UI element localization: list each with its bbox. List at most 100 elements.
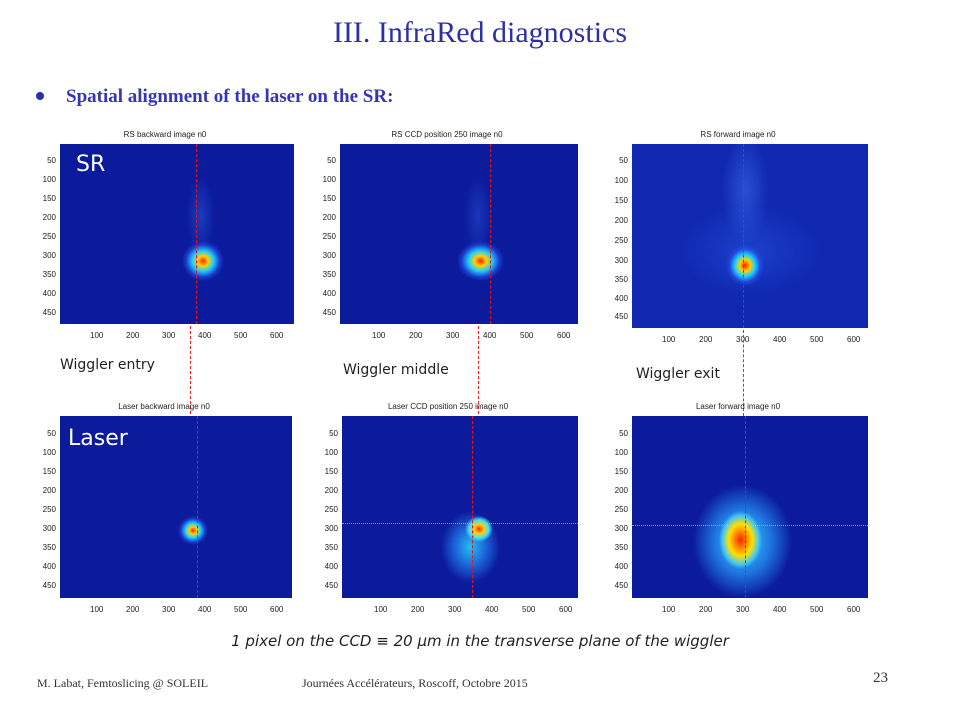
caption-wiggler-entry: Wiggler entry	[60, 357, 155, 373]
y-tick: 250	[614, 505, 628, 514]
x-tick: 100	[374, 605, 388, 614]
y-tick: 350	[42, 270, 56, 279]
sr-exit-panel: RS forward image n0 50 100 150 200 250 3…	[608, 130, 868, 344]
x-tick: 300	[446, 331, 460, 340]
x-tick: 300	[162, 605, 176, 614]
panel-title: Laser backward image n0	[118, 402, 210, 411]
laser-middle-panel: Laser CCD position 250 image n0 50 100 1…	[318, 402, 578, 614]
sr-entry-panel: RS backward image n0 SR 50 100 150 200 2…	[36, 130, 294, 340]
row-label-sr: SR	[76, 152, 106, 177]
y-tick: 200	[614, 486, 628, 495]
x-tick: 100	[90, 605, 104, 614]
y-tick: 150	[322, 194, 336, 203]
y-tick: 250	[614, 236, 628, 245]
beam-spot	[726, 245, 765, 286]
x-tick: 200	[126, 605, 140, 614]
beam-spot	[181, 241, 224, 281]
y-tick: 350	[42, 543, 56, 552]
x-tick: 100	[662, 335, 676, 344]
page-number: 23	[873, 670, 888, 686]
y-tick: 350	[324, 543, 338, 552]
alignment-line	[742, 144, 744, 328]
y-tick: 350	[614, 543, 628, 552]
alignment-line-connector	[190, 326, 191, 414]
footer-author: M. Labat, Femtoslicing @ SOLEIL	[37, 676, 209, 690]
x-tick: 600	[557, 331, 571, 340]
x-tick: 500	[234, 605, 248, 614]
laser-exit-panel: Laser forward image n0 50 100 150 200 25…	[608, 402, 868, 614]
reference-line	[632, 525, 868, 527]
row-label-laser: Laser	[68, 426, 128, 451]
y-tick: 400	[322, 289, 336, 298]
x-tick: 100	[662, 605, 676, 614]
x-tick: 400	[198, 331, 212, 340]
y-tick: 100	[42, 175, 56, 184]
y-tick: 300	[614, 256, 628, 265]
footer-event: Journées Accélérateurs, Roscoff, Octobre…	[302, 676, 528, 690]
x-tick: 600	[559, 605, 573, 614]
y-tick: 200	[324, 486, 338, 495]
y-tick: 200	[42, 486, 56, 495]
x-tick: 200	[409, 331, 423, 340]
y-tick: 200	[322, 213, 336, 222]
alignment-line-connector	[743, 330, 744, 416]
y-tick: 150	[42, 467, 56, 476]
y-tick: 150	[614, 467, 628, 476]
y-tick: 200	[42, 213, 56, 222]
x-tick: 200	[699, 605, 713, 614]
caption-wiggler-middle: Wiggler middle	[343, 362, 449, 378]
y-tick: 250	[42, 232, 56, 241]
bullet-point	[36, 92, 44, 100]
y-tick: 450	[42, 581, 56, 590]
y-tick: 100	[614, 448, 628, 457]
sr-entry-image: SR	[60, 144, 294, 324]
y-tick: 350	[614, 275, 628, 284]
y-tick: 400	[42, 289, 56, 298]
panel-title: RS CCD position 250 image n0	[391, 130, 503, 139]
y-tick: 300	[614, 524, 628, 533]
y-tick: 150	[324, 467, 338, 476]
x-tick: 100	[90, 331, 104, 340]
y-tick: 250	[42, 505, 56, 514]
sr-middle-panel: RS CCD position 250 image n0 50 100 150 …	[316, 130, 578, 340]
x-tick: 300	[162, 331, 176, 340]
y-tick: 300	[42, 251, 56, 260]
y-tick: 400	[324, 562, 338, 571]
panel-title: Laser CCD position 250 image n0	[387, 402, 509, 411]
beam-spot	[456, 241, 505, 281]
x-tick: 400	[483, 331, 497, 340]
y-tick: 300	[42, 524, 56, 533]
x-tick: 500	[810, 335, 824, 344]
alignment-line-connector	[478, 326, 479, 414]
panel-title: Laser forward image n0	[695, 402, 781, 411]
alignment-line	[489, 144, 491, 324]
y-tick: 50	[327, 156, 336, 165]
y-tick: 450	[614, 312, 628, 321]
y-tick: 450	[324, 581, 338, 590]
x-tick: 300	[736, 335, 750, 344]
alignment-line	[195, 144, 197, 324]
x-tick: 200	[411, 605, 425, 614]
x-tick: 500	[810, 605, 824, 614]
y-tick: 100	[324, 448, 338, 457]
y-tick: 300	[324, 524, 338, 533]
ccd-pixel-footnote: 1 pixel on the CCD ≡ 20 µm in the transv…	[231, 632, 729, 650]
laser-middle-image	[342, 416, 578, 598]
y-tick: 50	[329, 429, 338, 438]
slide-title: III. InfraRed diagnostics	[332, 16, 628, 49]
x-tick: 400	[773, 605, 787, 614]
y-tick: 50	[47, 156, 56, 165]
alignment-line	[471, 416, 473, 598]
y-tick: 100	[614, 176, 628, 185]
y-tick: 350	[322, 270, 336, 279]
y-tick: 150	[42, 194, 56, 203]
y-tick: 400	[42, 562, 56, 571]
y-tick: 50	[619, 156, 628, 165]
y-tick: 50	[619, 429, 628, 438]
x-tick: 500	[522, 605, 536, 614]
y-tick: 100	[322, 175, 336, 184]
bullet-text: Spatial alignment of the laser on the SR…	[66, 86, 394, 107]
sr-exit-image	[632, 144, 868, 328]
x-tick: 400	[773, 335, 787, 344]
beam-spot	[178, 516, 209, 546]
